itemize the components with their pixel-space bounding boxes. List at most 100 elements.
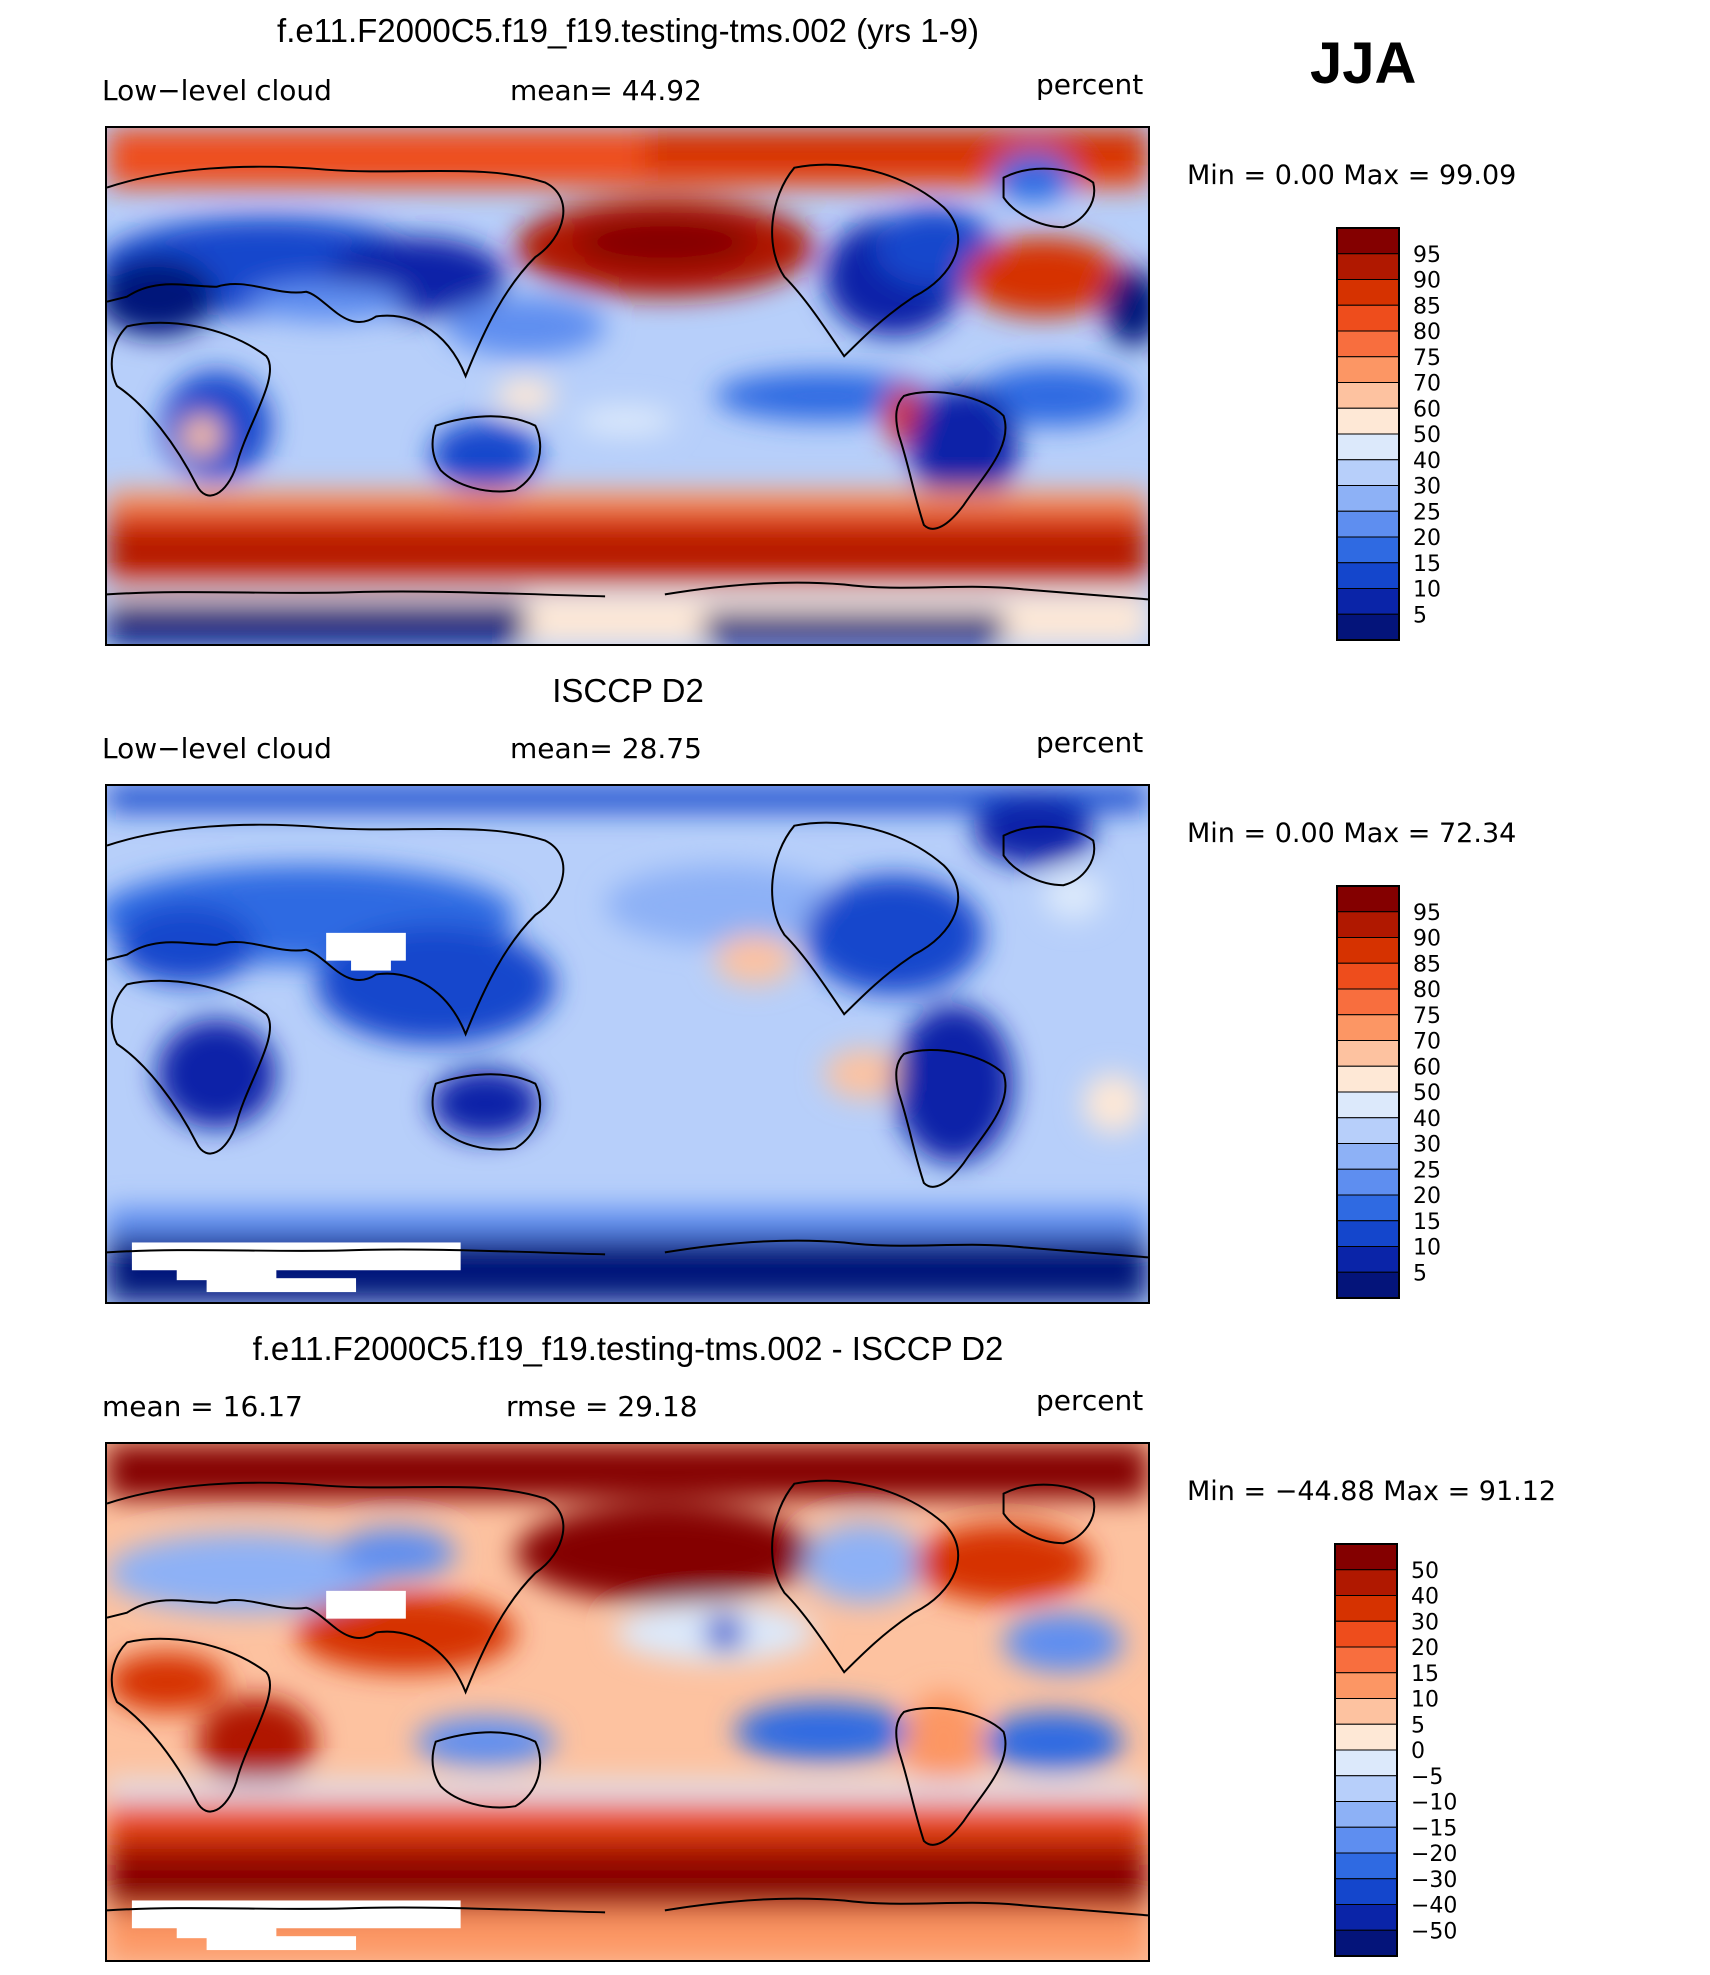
colorbar-2-swatch [1336,1065,1400,1093]
colorbar-2-swatch [1336,1014,1400,1041]
colorbar-1-swatch [1336,433,1400,461]
colorbar-3-tick-label: 20 [1411,1636,1439,1661]
colorbar-2-swatch [1336,937,1400,964]
colorbar-2-tick-label: 85 [1413,952,1441,977]
colorbar-3-swatch [1334,1929,1398,1957]
colorbar-2-tick-label: 5 [1413,1261,1427,1286]
colorbar-1-tick-label: 10 [1413,578,1441,603]
panel-2-units-label: percent [1036,726,1144,759]
colorbar-1-swatch [1336,356,1400,383]
colorbar-1-swatch [1336,536,1400,564]
colorbar-1-border [1336,227,1400,641]
panel-3-mean-label: mean = 16.17 [102,1390,303,1423]
colorbar-3-tick-label: 50 [1411,1559,1439,1584]
colorbar-2-swatch [1336,1117,1400,1144]
colorbar-2-tick-label: 75 [1413,1004,1441,1029]
colorbar-1-tick-label: 20 [1413,526,1441,551]
panel-1-map [105,126,1150,646]
panel-3-map [105,1442,1150,1962]
colorbar-1-swatch [1336,330,1400,358]
panel-1-title: f.e11.F2000C5.f19_f19.testing-tms.002 (y… [277,12,979,49]
colorbar-3-tick-label: −20 [1411,1842,1457,1867]
colorbar-1-swatch [1336,588,1400,615]
colorbar-2-tick-label: 60 [1413,1055,1441,1080]
colorbar-2-swatch [1336,1220,1400,1247]
colorbar-3-swatch [1334,1826,1398,1854]
colorbar-1-swatch [1336,562,1400,589]
colorbar-2-swatch [1336,1271,1400,1299]
colorbar-2-swatch [1336,1143,1400,1170]
colorbar-2-swatch [1336,962,1400,990]
colorbar-3-swatch [1334,1801,1398,1828]
colorbar-2-tick-label: 50 [1413,1081,1441,1106]
colorbar-3-swatch [1334,1749,1398,1777]
colorbar-3-swatch [1334,1698,1398,1725]
colorbar-1-swatch [1336,253,1400,280]
colorbar-2-swatch [1336,885,1400,913]
colorbar-3-tick-label: 0 [1411,1739,1425,1764]
colorbar-2-swatch [1336,988,1400,1016]
colorbar-2-swatch [1336,911,1400,938]
panel-3-rmse-label: rmse = 29.18 [506,1390,698,1423]
colorbar-3-swatch [1334,1723,1398,1751]
colorbar-3-swatch [1334,1904,1398,1931]
colorbar-3-swatch [1334,1543,1398,1571]
colorbar-1-tick-label: 85 [1413,294,1441,319]
colorbar-3-tick-label: −15 [1411,1816,1457,1841]
colorbar-3-tick-label: −10 [1411,1791,1457,1816]
colorbar-3-tick-label: 10 [1411,1688,1439,1713]
colorbar-3-tick-label: 15 [1411,1662,1439,1687]
panel-1-units-label: percent [1036,68,1144,101]
panel-2-map [105,784,1150,1304]
colorbar-1-tick-label: 75 [1413,346,1441,371]
colorbar-1-tick-label: 95 [1413,243,1441,268]
colorbar-3-swatch [1334,1569,1398,1596]
panel-2-variable-label: Low−level cloud [102,732,332,765]
colorbar-1-swatch [1336,510,1400,538]
colorbar-1-tick-label: 5 [1413,603,1427,628]
colorbar-2-tick-label: 15 [1413,1210,1441,1235]
colorbar-3-swatch [1334,1852,1398,1880]
panel-3-units-label: percent [1036,1384,1144,1417]
colorbar-2-border [1336,885,1400,1299]
colorbar-1-tick-label: 60 [1413,397,1441,422]
colorbar-1-swatch [1336,407,1400,435]
colorbar-3-tick-label: −40 [1411,1894,1457,1919]
colorbar-2-tick-label: 25 [1413,1158,1441,1183]
colorbar-3-tick-label: −5 [1411,1765,1443,1790]
colorbar-1-swatch [1336,382,1400,409]
panel-1-variable-label: Low−level cloud [102,74,332,107]
colorbar-2-swatch [1336,1091,1400,1119]
colorbar-3-swatch [1334,1878,1398,1905]
colorbar-3-border [1334,1543,1398,1957]
colorbar-1-tick-label: 40 [1413,449,1441,474]
panel-1-mean-label: mean= 44.92 [510,74,702,107]
panel-2-title: ISCCP D2 [552,672,704,709]
colorbar-1-tick-label: 80 [1413,320,1441,345]
colorbar-1-tick-label: 70 [1413,372,1441,397]
colorbar-1-swatch [1336,459,1400,486]
colorbar-2-swatch [1336,1246,1400,1273]
panel-2-minmax: Min = 0.00 Max = 72.34 [1187,818,1517,849]
colorbar-2-tick-label: 90 [1413,927,1441,952]
colorbar-2-tick-label: 10 [1413,1236,1441,1261]
season-label: JJA [1310,31,1417,96]
panel-2-mean-label: mean= 28.75 [510,732,702,765]
colorbar-3-tick-label: 5 [1411,1713,1425,1738]
colorbar-3-tick-label: −50 [1411,1919,1457,1944]
colorbar-1-swatch [1336,279,1400,306]
colorbar-1-swatch [1336,485,1400,512]
colorbar-1-swatch [1336,613,1400,641]
colorbar-3-swatch [1334,1620,1398,1648]
colorbar-1-swatch [1336,227,1400,255]
colorbar-3-swatch [1334,1595,1398,1622]
panel-1-minmax: Min = 0.00 Max = 99.09 [1187,160,1517,191]
colorbar-2-tick-label: 30 [1413,1133,1441,1158]
colorbar-2-swatch [1336,1168,1400,1196]
colorbar-2-swatch [1336,1040,1400,1067]
colorbar-1-swatch [1336,304,1400,332]
colorbar-1-tick-label: 15 [1413,552,1441,577]
colorbar-3-tick-label: 30 [1411,1610,1439,1635]
